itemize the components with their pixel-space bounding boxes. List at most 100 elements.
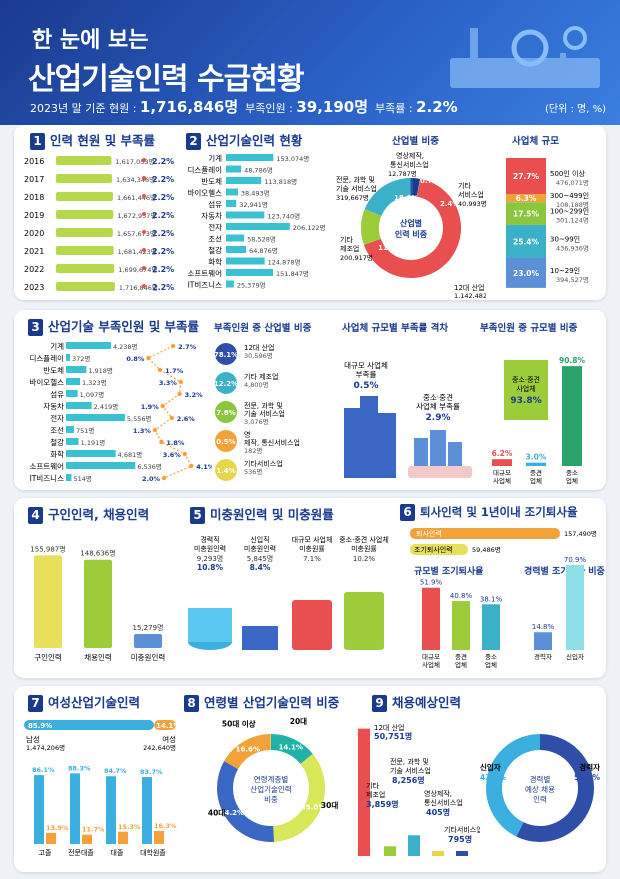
industry-label: 기계 — [50, 341, 64, 351]
size-label: 중견 — [530, 468, 542, 477]
battery-mid — [344, 592, 384, 650]
size-count: 301,124명 — [556, 216, 589, 225]
rate-label: 3.2% — [185, 391, 204, 399]
rate-point — [182, 451, 187, 457]
shortage-value: 514명 — [73, 474, 91, 483]
rate-point — [161, 475, 167, 481]
shortage-value: 2,419명 — [94, 402, 119, 411]
slice-name: 기술 서비스업 — [336, 184, 377, 193]
rate-line — [147, 345, 193, 479]
male-edu-bar — [70, 773, 80, 844]
early-size-label: 중소 — [485, 653, 497, 661]
year-value: 1,716,846명 — [119, 283, 158, 292]
year-label: 2022 — [24, 265, 44, 274]
industry-label: 디스플레이 — [188, 165, 223, 175]
female-edu-pct: 15.3% — [118, 823, 141, 831]
share-slice — [410, 178, 413, 197]
size-label: 500인 이상 — [550, 169, 585, 178]
rate-label: 2.2% — [152, 265, 174, 274]
chart-unfilled: 경력직미충원인력9,293명10.8%신입직미충원인력5,845명8.4%대규모… — [188, 535, 389, 650]
hiring-bar — [358, 728, 370, 856]
hiring-label: 전문, 과학 및 — [390, 757, 429, 766]
industry-label: 디스플레이 — [30, 353, 65, 363]
industry-label: 철강 — [50, 437, 64, 447]
size-rate: 2.9% — [426, 413, 451, 423]
size-label: 100~299인 — [550, 207, 589, 216]
industry-value: 153,074명 — [276, 154, 309, 163]
slice-count: 40,993명 — [458, 199, 486, 208]
shortage-value: 6,536명 — [137, 462, 162, 471]
early-size-pct: 38.1% — [480, 595, 503, 603]
share-name: 기타 제조업 — [244, 372, 278, 381]
year-bar — [56, 228, 113, 237]
rate-label: 2.6% — [177, 415, 196, 423]
unfilled-pct: 10.8% — [197, 563, 224, 572]
size-pct: 6.3% — [516, 194, 537, 203]
recruit-bar — [134, 634, 162, 648]
industry-label: 자동차 — [201, 212, 222, 221]
male-count: 1,474,206명 — [26, 743, 65, 752]
rate-label: 2.2% — [152, 283, 174, 292]
early-career-label: 신입자 — [566, 652, 584, 661]
industry-label: 바이오헬스 — [188, 188, 223, 198]
shortage-bar — [66, 342, 111, 349]
slice-name: 전문, 과학 및 — [336, 175, 375, 184]
female-edu-bar — [82, 834, 92, 844]
donut-center-line1: 경력별 — [530, 774, 551, 784]
year-value: 1,672,937명 — [117, 211, 156, 220]
slice-name: 기타 — [340, 235, 353, 244]
share-count: 3,076명 — [244, 417, 269, 426]
industry-label: 자동차 — [43, 402, 64, 411]
size-pct: 6.2% — [492, 449, 513, 458]
summary-rate: 2.2% — [416, 98, 458, 116]
donut-center-line1: 연령계층별 — [254, 774, 289, 784]
rate-label: 3.3% — [159, 379, 178, 387]
male-edu-pct: 84.7% — [104, 767, 127, 775]
industry-bar — [226, 165, 242, 173]
slice-count: 12,787명 — [388, 169, 417, 178]
rate-point — [142, 266, 146, 270]
recruit-value: 15,279명 — [133, 623, 164, 632]
donut-center-line3: 인력 — [533, 794, 547, 804]
rate-point — [169, 415, 174, 421]
industry-bar — [226, 211, 265, 219]
unfilled-title: 경력직 — [200, 535, 219, 544]
industry-bar — [226, 257, 265, 265]
size-count: 436,936명 — [556, 243, 589, 252]
share-name: 영 — [244, 430, 250, 439]
female-label: 여성 — [162, 734, 176, 744]
male-label: 남성 — [26, 735, 40, 744]
year-label: 2016 — [24, 157, 44, 166]
rate-label: 2.7% — [178, 343, 197, 351]
shortage-bar — [66, 438, 79, 445]
donut-center-line2: 산업기술인력 — [250, 784, 291, 794]
slice-name: 기타 — [458, 181, 471, 190]
size-segment — [506, 202, 546, 225]
hiring-label: 제조업 — [366, 791, 385, 799]
section-7-number: 7 — [28, 695, 43, 712]
section-5-number: 5 — [190, 507, 205, 524]
hiring-value: 8,256명 — [392, 775, 425, 785]
unfilled-title: 중소·중견 사업체 — [339, 535, 389, 544]
shortage-bar — [66, 402, 92, 409]
career-pct: 57.2% — [574, 773, 601, 782]
slice-name: 제조업 — [340, 245, 359, 253]
resign-label: 조기퇴사인력 — [414, 545, 453, 554]
shortage-value: 1,323명 — [82, 378, 107, 387]
share-circle — [215, 401, 237, 423]
section-2-title: 2 산업기술인력 현황 — [186, 130, 302, 150]
year-value: 1,699,674명 — [118, 265, 157, 274]
summary-prefix: 2023년 말 기준 현원 : — [30, 102, 137, 115]
unfilled-value: 7.1% — [303, 555, 321, 563]
recruit-value: 155,987명 — [30, 544, 65, 553]
age-slice — [217, 761, 275, 842]
age-label: 30대 — [321, 800, 338, 810]
industry-value: 151,847명 — [276, 269, 309, 278]
share-pct: 7.8% — [216, 409, 235, 417]
recruit-label: 구인인력 — [34, 652, 62, 662]
